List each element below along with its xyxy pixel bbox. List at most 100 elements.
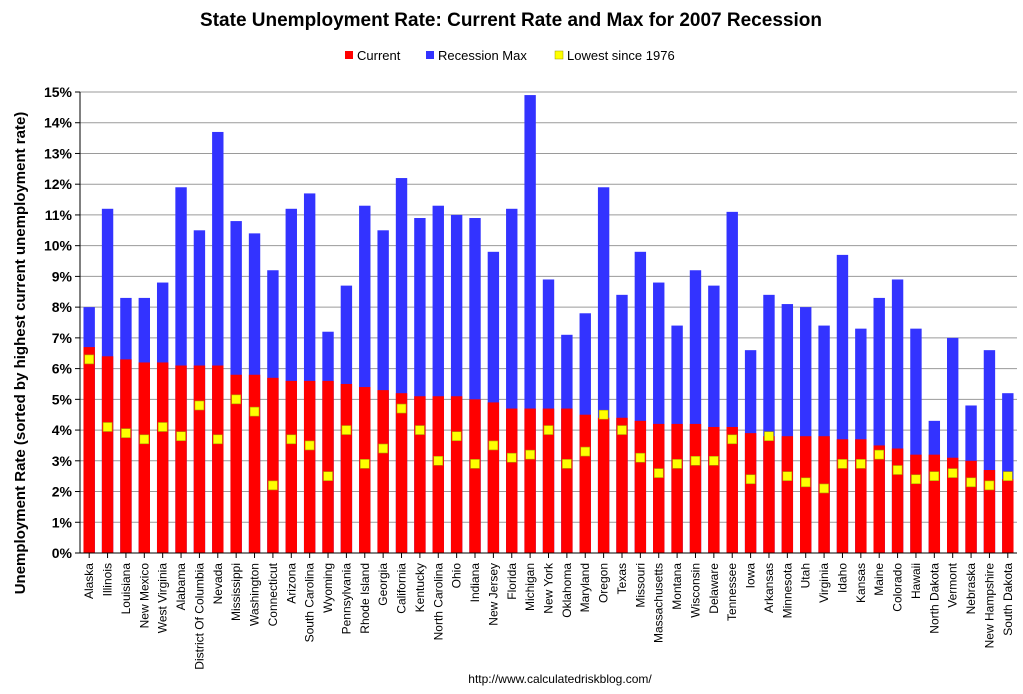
x-tick-label: Rhode Island	[358, 563, 372, 634]
bar-current	[726, 426, 738, 553]
bar-recession-max	[506, 208, 518, 553]
y-tick-label: 6%	[52, 361, 73, 377]
state-bar-group	[487, 251, 500, 553]
x-tick-label: Minnesota	[780, 563, 794, 619]
x-tick-label: Michigan	[523, 563, 537, 611]
x-tick-label: Wyoming	[321, 563, 335, 613]
bar-current	[671, 423, 683, 553]
marker-lowest	[635, 452, 646, 463]
marker-lowest	[672, 459, 682, 469]
bar-recession-max	[634, 251, 647, 553]
y-tick-label: 5%	[52, 391, 73, 407]
x-tick-label: Massachusetts	[652, 563, 666, 643]
bar-current	[193, 365, 206, 553]
state-bar-group	[818, 325, 830, 553]
state-bar-group	[983, 350, 996, 553]
marker-lowest	[212, 434, 223, 445]
x-tick-label: Montana	[670, 563, 684, 610]
bar-current	[928, 454, 941, 553]
state-bar-group	[781, 304, 794, 553]
state-bar-group	[708, 285, 720, 553]
bar-recession-max	[359, 205, 371, 554]
x-tick-label: West Virginia	[156, 563, 170, 634]
bar-current	[450, 396, 463, 553]
x-tick-label: Maryland	[578, 563, 592, 612]
bar-current	[891, 448, 904, 553]
x-tick-label: Ohio	[450, 563, 464, 589]
x-tick-label: Nevada	[211, 563, 225, 605]
state-bar-group	[634, 251, 647, 553]
state-bar-group	[138, 297, 150, 553]
bar-current	[910, 454, 922, 553]
bar-current	[267, 377, 279, 553]
x-tick-label: Georgia	[376, 563, 390, 606]
state-bar-group	[193, 230, 206, 554]
marker-lowest	[745, 474, 756, 485]
marker-lowest	[304, 440, 315, 451]
marker-lowest	[819, 483, 829, 494]
bar-current	[800, 436, 812, 553]
x-tick-label: South Dakota	[1001, 563, 1015, 636]
state-bar-group	[230, 221, 242, 553]
bar-current	[303, 380, 316, 553]
bar-current	[818, 436, 830, 553]
state-bar-group	[267, 270, 279, 553]
y-tick-label: 15%	[44, 84, 73, 100]
marker-lowest	[451, 431, 462, 442]
marker-lowest	[396, 403, 407, 414]
bar-current	[689, 423, 702, 553]
bar-current	[469, 399, 481, 553]
legend-label-recession-max: Recession Max	[438, 48, 527, 63]
bar-current	[432, 396, 444, 553]
x-tick-label: Colorado	[891, 563, 905, 612]
y-tick-label: 2%	[52, 484, 73, 500]
y-tick-label: 7%	[52, 330, 73, 346]
state-bar-group	[873, 297, 885, 553]
state-bar-group	[506, 208, 518, 553]
marker-lowest	[653, 468, 664, 478]
marker-lowest	[727, 434, 738, 445]
marker-lowest	[84, 354, 94, 365]
state-bar-group	[726, 211, 738, 554]
x-tick-label: South Carolina	[303, 563, 317, 643]
marker-lowest	[690, 455, 701, 466]
marker-lowest	[433, 455, 444, 466]
marker-lowest	[323, 471, 333, 481]
state-bar-group	[303, 193, 316, 554]
state-bar-group	[653, 282, 665, 553]
state-bar-group	[322, 331, 334, 553]
state-bar-group	[212, 131, 224, 553]
state-bar-group	[744, 350, 757, 553]
bar-recession-max	[910, 328, 922, 553]
bar-current	[230, 374, 242, 553]
x-tick-label: Arkansas	[762, 563, 776, 613]
state-bar-group	[359, 205, 371, 554]
x-tick-label: Mississippi	[229, 563, 243, 621]
marker-lowest	[231, 394, 241, 405]
bar-recession-max	[947, 337, 959, 553]
bar-current	[947, 457, 959, 553]
x-tick-label: Washington	[248, 563, 262, 626]
y-tick-label: 12%	[44, 176, 73, 192]
marker-lowest	[947, 468, 958, 478]
y-tick-label: 0%	[52, 545, 73, 561]
marker-lowest	[268, 480, 278, 491]
y-tick-label: 9%	[52, 268, 73, 284]
state-bar-group	[175, 187, 187, 554]
x-tick-label: Maine	[872, 563, 886, 596]
bar-current	[744, 433, 757, 553]
x-tick-labels: Alaska Illinois Louisiana New Mexico West Vi…	[82, 553, 1015, 670]
x-tick-label: Virginia	[817, 563, 831, 603]
marker-lowest	[984, 480, 995, 491]
marker-lowest	[286, 434, 297, 445]
bar-recession-max	[983, 350, 996, 553]
x-tick-label: District Of Columbia	[192, 563, 206, 670]
marker-lowest	[470, 459, 480, 469]
state-bar-group	[965, 405, 977, 553]
bar-recession-max	[763, 294, 775, 553]
marker-lowest	[157, 422, 168, 432]
marker-lowest	[764, 431, 774, 442]
bar-current	[212, 365, 224, 553]
bar-recession-max	[653, 282, 665, 553]
state-bar-group	[928, 420, 941, 553]
